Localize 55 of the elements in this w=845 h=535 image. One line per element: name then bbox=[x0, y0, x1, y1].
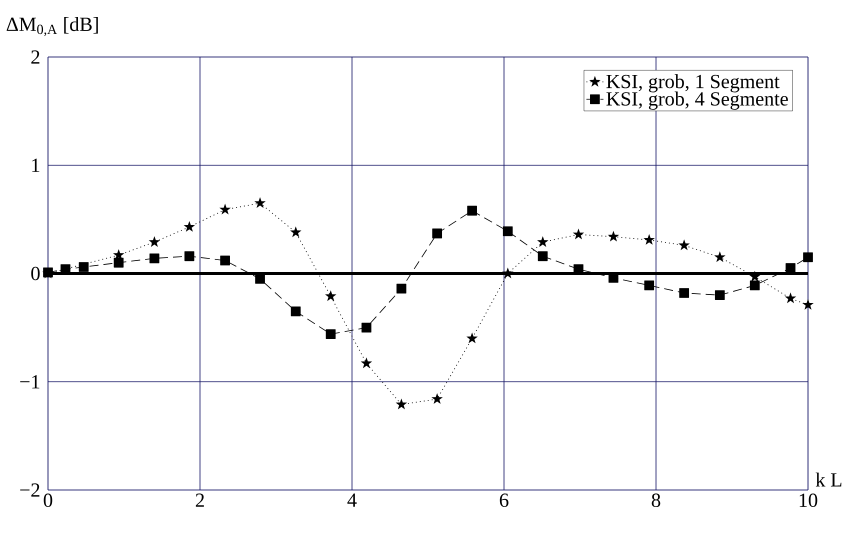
point bbox=[803, 252, 813, 262]
legend-label: KSI, grob, 4 Segmente bbox=[606, 92, 788, 110]
point bbox=[784, 292, 796, 304]
point bbox=[78, 262, 89, 272]
x-axis-title: k L bbox=[816, 472, 842, 486]
point bbox=[254, 197, 266, 208]
point bbox=[184, 220, 196, 232]
point bbox=[750, 280, 760, 290]
point bbox=[148, 236, 160, 247]
point bbox=[219, 204, 231, 214]
point bbox=[396, 398, 408, 410]
x-tick-label: 10 bbox=[800, 494, 818, 508]
point bbox=[290, 226, 302, 238]
point bbox=[325, 290, 336, 302]
y-axis-title: ΔM$_{0,A}$ [dB] bbox=[6, 17, 98, 36]
point bbox=[362, 322, 372, 333]
point bbox=[714, 251, 726, 262]
point bbox=[220, 256, 230, 266]
point bbox=[467, 206, 477, 216]
x-tick-label: 0 bbox=[44, 494, 52, 508]
x-tick-label: 6 bbox=[500, 494, 508, 507]
point bbox=[431, 393, 443, 404]
point bbox=[537, 236, 548, 247]
y-tick-label: 0 bbox=[31, 266, 40, 280]
point bbox=[679, 288, 690, 298]
point bbox=[678, 239, 690, 250]
y-tick-label: −2 bbox=[20, 483, 40, 497]
point bbox=[184, 251, 194, 262]
point bbox=[572, 228, 584, 240]
point bbox=[502, 268, 514, 278]
point bbox=[749, 270, 761, 282]
point bbox=[432, 228, 442, 238]
y-tick-label: −1 bbox=[20, 375, 40, 388]
point bbox=[802, 298, 814, 310]
point bbox=[150, 253, 160, 264]
y-tick-label: 1 bbox=[32, 158, 40, 172]
point bbox=[290, 306, 301, 316]
legend-label: KSI, grob, 1 Segment bbox=[606, 74, 780, 92]
point bbox=[255, 274, 265, 284]
point bbox=[538, 251, 548, 262]
point bbox=[326, 329, 336, 340]
x-tick-label: 8 bbox=[652, 494, 660, 508]
point bbox=[360, 357, 372, 368]
point bbox=[714, 290, 725, 300]
point bbox=[502, 226, 513, 236]
point bbox=[608, 230, 620, 242]
point bbox=[786, 263, 796, 273]
point bbox=[644, 280, 654, 290]
x-tick-label: 2 bbox=[196, 494, 204, 507]
point bbox=[466, 332, 478, 344]
point bbox=[114, 258, 124, 268]
x-tick-label: 4 bbox=[347, 494, 357, 507]
point bbox=[396, 284, 406, 294]
point bbox=[643, 234, 655, 245]
y-tick-label: 2 bbox=[31, 50, 40, 64]
